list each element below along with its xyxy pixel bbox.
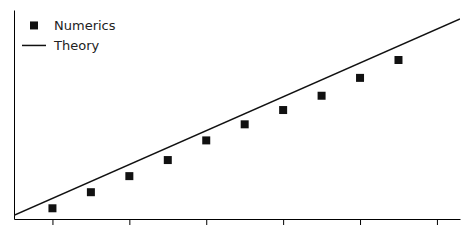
point xyxy=(202,136,210,144)
legend-swatch xyxy=(30,21,38,29)
x-axis xyxy=(15,219,461,225)
tick xyxy=(206,219,207,225)
tick xyxy=(437,219,438,225)
plot: Numerics Theory xyxy=(14,11,461,226)
line xyxy=(14,19,460,215)
point xyxy=(241,120,249,128)
legend: Numerics Theory xyxy=(22,18,116,53)
tick-mark xyxy=(437,219,438,225)
tick xyxy=(360,219,361,225)
tick xyxy=(129,219,130,225)
point xyxy=(164,156,172,164)
point xyxy=(48,204,56,212)
y-axis xyxy=(14,11,15,220)
point xyxy=(394,56,402,64)
legend-item: Theory xyxy=(22,38,99,53)
tick xyxy=(283,219,284,225)
tick-mark xyxy=(52,219,53,225)
point xyxy=(87,188,95,196)
legend-swatch xyxy=(22,45,46,47)
tick-mark xyxy=(360,219,361,225)
tick xyxy=(52,219,53,225)
legend-label: Numerics xyxy=(54,18,116,33)
legend-item: Numerics xyxy=(30,18,116,33)
marks xyxy=(14,19,460,215)
tick-mark xyxy=(206,219,207,225)
tick-mark xyxy=(129,219,130,225)
point xyxy=(318,92,326,100)
point xyxy=(356,74,364,82)
point xyxy=(125,172,133,180)
legend-label: Theory xyxy=(53,38,99,53)
axis-line xyxy=(15,219,461,220)
axis-line xyxy=(14,11,15,220)
point xyxy=(279,106,287,114)
chart: Numerics Theory xyxy=(0,0,474,241)
tick-mark xyxy=(283,219,284,225)
